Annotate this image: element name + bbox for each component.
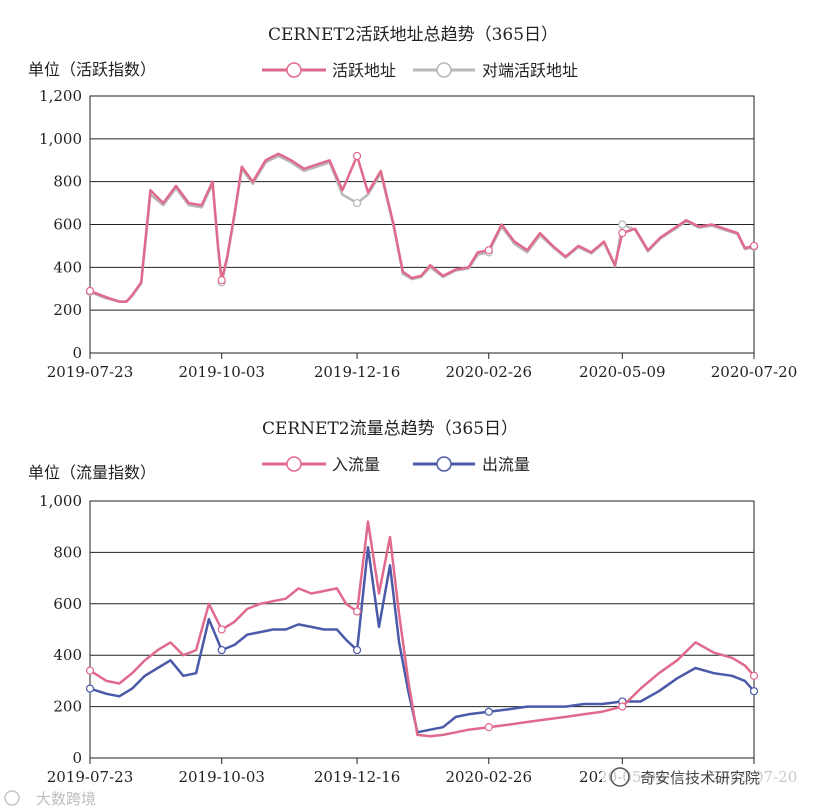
series-marker	[749, 671, 759, 680]
watermark-bottom-right: 奇安信技术研究院	[602, 764, 824, 790]
series-marker	[618, 228, 627, 238]
series-lines	[85, 520, 759, 738]
wechat-icon	[610, 767, 630, 787]
x-tick-label: 2019-10-03	[178, 768, 264, 786]
series-marker	[85, 666, 95, 675]
watermark-logo-icon	[4, 790, 20, 806]
y-gridlines	[90, 551, 754, 708]
series-marker	[85, 286, 95, 295]
x-tick-label: 2020-02-26	[446, 768, 532, 786]
series-marker	[217, 645, 226, 655]
y-tick-label: 0	[72, 749, 82, 767]
x-tick-label: 2019-12-16	[314, 363, 400, 381]
legend-marker-inbound	[286, 456, 302, 472]
series-marker	[484, 246, 493, 255]
x-tick-label: 2019-12-16	[314, 768, 400, 786]
legend-label-inbound: 入流量	[332, 455, 380, 474]
legend-label-outbound: 出流量	[482, 455, 530, 474]
series-lines	[85, 151, 759, 303]
y-tick-labels: 0 200 400 600 800 1,000 1,200	[39, 87, 82, 362]
legend-label-peer: 对端活跃地址	[482, 61, 578, 80]
legend-marker-active	[286, 62, 302, 78]
x-tick-label: 2020-05-09	[579, 363, 665, 381]
y-tick-label: 600	[53, 595, 82, 613]
y-tick-label: 0	[72, 344, 82, 362]
y-tick-label: 200	[53, 698, 82, 716]
legend: 活跃地址 对端活跃地址	[262, 61, 578, 80]
y-unit-label: 单位（活跃指数）	[28, 60, 156, 79]
series-marker	[618, 220, 627, 229]
series-marker	[749, 687, 759, 696]
y-tick-label: 1,200	[39, 87, 82, 105]
watermark-background	[602, 764, 824, 790]
x-tick-label: 2019-10-03	[178, 363, 264, 381]
active-address-chart: CERNET2活跃地址总趋势（365日） 单位（活跃指数） 活跃地址 对端活跃地…	[28, 25, 797, 381]
legend-marker-peer	[436, 62, 452, 78]
series-marker	[484, 723, 493, 732]
chart-title: CERNET2流量总趋势（365日）	[262, 419, 518, 439]
y-tick-label: 600	[53, 216, 82, 234]
x-tick-label: 2020-02-26	[446, 363, 532, 381]
plot-frame	[89, 500, 755, 759]
series-marker	[352, 198, 362, 208]
y-tick-label: 1,000	[39, 492, 82, 510]
series-marker	[217, 625, 226, 634]
y-gridlines	[90, 138, 754, 311]
y-tick-label: 800	[53, 543, 82, 561]
legend-label-active: 活跃地址	[332, 61, 396, 80]
watermark-bottom-left: 大数跨境	[4, 790, 96, 808]
series-line-1	[89, 154, 755, 303]
series-marker	[352, 607, 362, 616]
chart-title: CERNET2活跃地址总趋势（365日）	[268, 25, 558, 45]
watermark-text: 大数跨境	[36, 790, 96, 808]
series-marker	[618, 702, 627, 711]
y-tick-label: 200	[53, 301, 82, 319]
legend-marker-outbound	[436, 456, 452, 472]
legend: 入流量 出流量	[262, 455, 530, 474]
series-marker	[85, 684, 95, 693]
y-tick-label: 1,000	[39, 130, 82, 148]
series-line-0	[89, 520, 755, 738]
series-marker	[484, 707, 493, 716]
x-tick-labels: 2019-07-23 2019-10-03 2019-12-16 2020-02-26…	[47, 353, 797, 381]
series-marker	[217, 276, 226, 285]
y-unit-label: 单位（流量指数）	[28, 463, 156, 482]
plot-frame	[89, 95, 755, 354]
y-tick-label: 400	[53, 258, 82, 276]
series-marker	[352, 151, 362, 161]
watermark-text: 奇安信技术研究院	[640, 769, 760, 787]
series-line-0	[89, 152, 755, 303]
x-tick-label: 2019-07-23	[47, 768, 133, 786]
traffic-chart: CERNET2流量总趋势（365日） 单位（流量指数） 入流量 出流量 0 200…	[28, 419, 797, 786]
y-tick-label: 800	[53, 173, 82, 191]
x-tick-label: 2019-07-23	[47, 363, 133, 381]
y-tick-label: 400	[53, 646, 82, 664]
x-tick-label: 2020-07-20	[711, 363, 797, 381]
y-tick-labels: 0 200 400 600 800 1,000	[39, 492, 82, 767]
series-line-1	[89, 546, 755, 734]
series-marker	[352, 645, 362, 655]
series-marker	[749, 241, 759, 251]
